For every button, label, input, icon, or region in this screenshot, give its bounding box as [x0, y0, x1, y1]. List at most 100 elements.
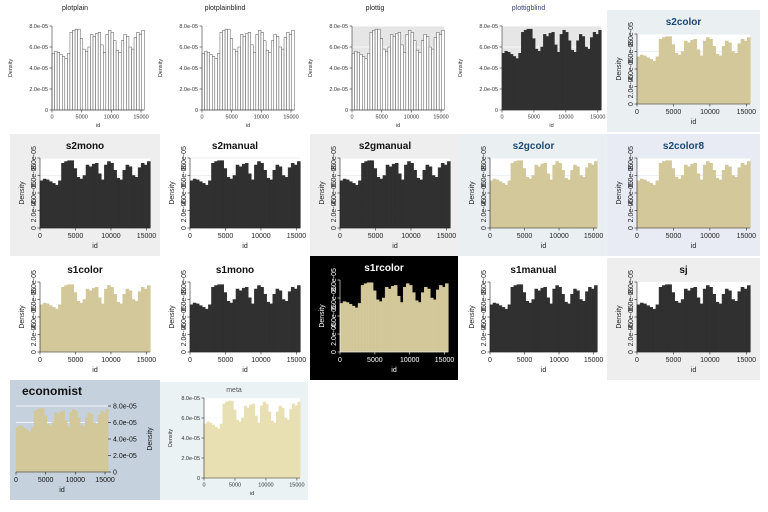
histogram-bar [649, 59, 653, 105]
y-axis-title: Density [616, 305, 623, 329]
histogram-bar [364, 161, 368, 229]
histogram-bar [425, 164, 430, 229]
histogram-bar [585, 291, 589, 353]
chart-plotplain: plotplain 0 5000 10000 15000 id 0 2.0e-05 4.0e-0… [8, 5, 149, 129]
histogram-bar [573, 288, 577, 353]
histogram-bar [227, 400, 232, 479]
histogram-bar [559, 34, 563, 111]
histogram-bar [561, 170, 565, 229]
histogram-bar [244, 163, 249, 229]
y-tick-label: 2.0e-05 [481, 199, 488, 223]
histogram-bar [668, 160, 672, 229]
histogram-bar [235, 288, 240, 353]
histogram-bar [646, 181, 650, 229]
histogram-bar [242, 36, 246, 111]
histogram-bar [584, 46, 588, 111]
histogram-bar [58, 180, 62, 229]
x-tick-label: 0 [488, 357, 492, 364]
histogram-bar [359, 54, 363, 111]
histogram-bar [519, 160, 524, 229]
y-tick-label: 4.0e-05 [179, 66, 198, 72]
histogram-bar [49, 425, 53, 473]
histogram-bar [436, 32, 440, 111]
histogram-bar [437, 167, 442, 229]
x-tick-label: 15000 [737, 233, 757, 240]
histogram-bar [546, 297, 550, 353]
histogram-bar [361, 163, 365, 229]
histogram-bar [431, 175, 436, 229]
histogram-bar [74, 410, 78, 473]
panel-title: plotplainblind [205, 5, 246, 12]
chart-sj: sj 0 5000 10000 15000 id 0 2.0e-054.0e-056.0e-0… [616, 265, 756, 374]
histogram-bar [92, 36, 96, 111]
histogram-bar [743, 288, 748, 353]
histogram-bar [418, 302, 422, 353]
histogram-bar [661, 161, 666, 229]
histogram-bar [198, 305, 203, 353]
histogram-bar [354, 50, 358, 111]
histogram-bar [79, 178, 84, 229]
histogram-bar [438, 34, 442, 111]
histogram-bar [195, 303, 200, 353]
histogram-bar [515, 58, 519, 111]
histogram-bar [272, 294, 277, 353]
y-tick-label: 2.0e-05 [481, 323, 488, 347]
histogram-bar [115, 49, 119, 111]
histogram-bar [52, 183, 56, 229]
x-tick-label: 15000 [287, 357, 307, 364]
histogram-bar [278, 46, 282, 111]
histogram-bar [587, 48, 591, 111]
panel-s1color: s1color 0 5000 10000 15000 id 0 2.0e-05 4.0e-05 6… [10, 258, 160, 380]
panel-title: s1color [67, 265, 103, 276]
histogram-bar [731, 299, 735, 353]
histogram-bar [652, 308, 657, 353]
panel-plotplain: plotplain 0 5000 10000 15000 id 0 2.0e-05 4.0e-0… [0, 0, 150, 132]
histogram-bar [254, 415, 258, 479]
histogram-bar [287, 167, 292, 229]
panel-meta: meta 0 5000 10000 15000 id 0 2.0e-05 4.0e-05 6.0e… [160, 382, 308, 500]
histogram-bar [293, 164, 298, 229]
histogram-bar [372, 29, 376, 111]
panel-s2color8: s2color8 0 5000 10000 15000 id 0 2.0e-05 4.0e-05… [607, 134, 760, 256]
panel-economist: economist 0 5000 10000 15000 id 0 2.0e-05 4.0e-0… [10, 380, 160, 500]
histogram-bar [253, 52, 257, 111]
y-tick-label: 2.0e-05 [331, 199, 338, 223]
histogram-bar [33, 410, 37, 473]
histogram-bar [229, 38, 234, 111]
histogram-bar [526, 28, 530, 111]
histogram-bar [702, 40, 707, 105]
chart-plotplainblind: plotplainblind 0 5000 10000 15000 id 0 2.0e-05 4… [158, 5, 299, 129]
histogram-bar [447, 161, 451, 229]
x-axis-title: id [691, 243, 697, 250]
y-axis-title: Density [308, 59, 314, 78]
histogram-bar [98, 173, 102, 229]
y-tick-label: 8.0e-05 [31, 146, 38, 170]
histogram-bar [351, 53, 355, 111]
x-tick-label: 5000 [666, 233, 682, 240]
y-tick-label: 6.0e-05 [181, 416, 200, 422]
x-tick-label: 5000 [76, 115, 88, 121]
x-tick-label: 5000 [218, 233, 234, 240]
histogram-bar [244, 287, 249, 353]
y-tick-label: 6.0e-05 [481, 164, 488, 188]
histogram-bar [59, 411, 63, 473]
y-tick-label: 2.0e-05 [181, 323, 188, 347]
histogram-bar [746, 37, 751, 105]
chart-s2color: s2color 0 5000 10000 15000 id 0 2.0e-054.0e-056… [616, 17, 756, 126]
histogram-bar [283, 37, 287, 111]
histogram-bar [31, 427, 35, 473]
histogram-bar [549, 303, 553, 353]
histogram-bar [712, 294, 716, 353]
histogram-bar [241, 287, 246, 353]
x-tick-label: 10000 [549, 357, 569, 364]
histogram-bar [712, 170, 716, 229]
histogram-bar [532, 38, 536, 111]
histogram-bar [217, 284, 221, 353]
histogram-bar [62, 56, 66, 111]
histogram-bar [136, 32, 140, 111]
panel-title: plottigblind [512, 5, 546, 12]
histogram-bar [677, 54, 682, 105]
histogram-bar [342, 178, 347, 229]
histogram-bar [137, 291, 142, 353]
histogram-bar [540, 287, 544, 353]
